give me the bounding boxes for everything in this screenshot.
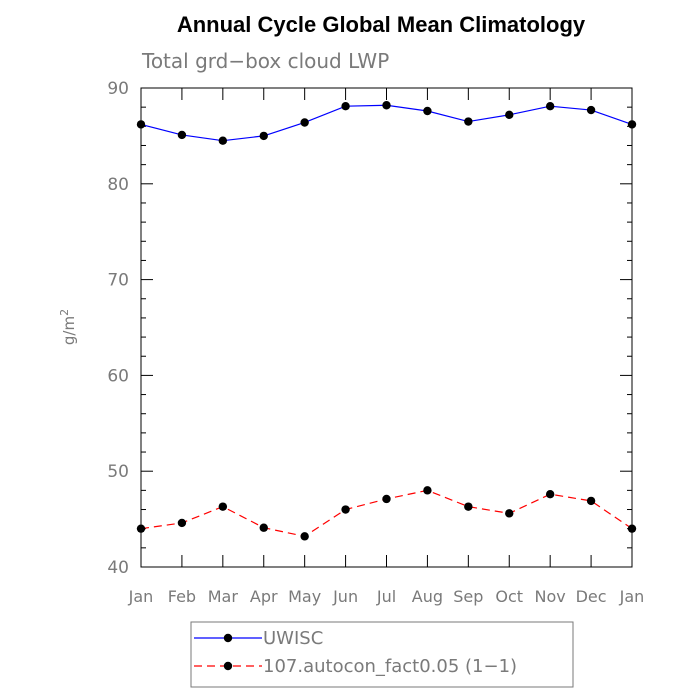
series-2-point [382,494,391,504]
series-1-point [136,120,146,129]
legend-box [190,621,574,688]
series-1-point [259,131,268,141]
series-1-point [300,118,309,127]
legend-marker-1 [223,633,233,643]
series-2-point [341,505,350,514]
series-2-point [259,523,268,532]
series-2-point [545,489,555,499]
series-1-point [586,105,596,115]
series-1-point [341,102,350,111]
legend: UWISC 107.autocon_fact0.05 (1−1) [194,628,517,677]
y-axis: 40 50 60 70 80 90 [107,79,632,578]
x-tick-label: Dec [576,587,607,606]
series-line-1 [140,104,633,142]
x-axis: Jan Feb Mar Apr May Jun Jul Aug Sep Oct Nov Dec Jan [128,88,645,606]
x-tick-label: Mar [208,587,239,606]
legend-marker-2 [223,661,233,671]
chart-subtitle: Total grd−box cloud LWP [141,49,389,73]
series-1-point [423,106,432,116]
y-tick-label: 40 [107,558,129,578]
x-tick-label: Jul [376,587,396,606]
legend-label-2: 107.autocon_fact0.05 (1−1) [263,656,517,677]
x-tick-label: Aug [412,587,443,606]
series-2-point [218,502,228,511]
series-1-point [464,117,473,126]
x-tick-label: Apr [250,587,278,606]
y-tick-label: 50 [107,462,129,482]
series-layer [136,101,637,541]
series-2-point [136,524,146,533]
series-1-point [382,101,391,110]
series-2-point [586,496,596,506]
x-tick-label: May [288,587,321,606]
series-1-point [627,120,637,129]
series-1-point [218,136,228,145]
series-2-point [423,486,432,495]
y-tick-label: 80 [107,175,129,195]
series-2-point [627,524,637,533]
y-axis-label: g/m2 [58,309,78,345]
y-axis-label-base: g/m [60,316,78,345]
x-tick-label: Nov [535,587,566,606]
chart-title: Annual Cycle Global Mean Climatology [177,12,586,37]
x-tick-label: Jan [128,587,154,606]
y-tick-label: 60 [107,366,129,386]
x-tick-label: Jun [332,587,358,606]
y-tick-label: 70 [107,271,129,291]
series-2-point [464,502,473,511]
series-2-point [505,509,514,518]
x-tick-label: Sep [453,587,483,606]
legend-label-1: UWISC [263,628,323,649]
series-1-point [177,130,187,140]
series-1-point [505,110,514,120]
x-tick-label: Jan [619,587,645,606]
series-2-point [177,518,187,528]
y-axis-label-superscript: 2 [58,309,71,316]
x-tick-label: Oct [495,587,523,606]
series-1-point [545,102,555,111]
y-tick-label: 90 [107,79,129,99]
series-2-point [300,532,309,541]
x-tick-label: Feb [168,587,196,606]
